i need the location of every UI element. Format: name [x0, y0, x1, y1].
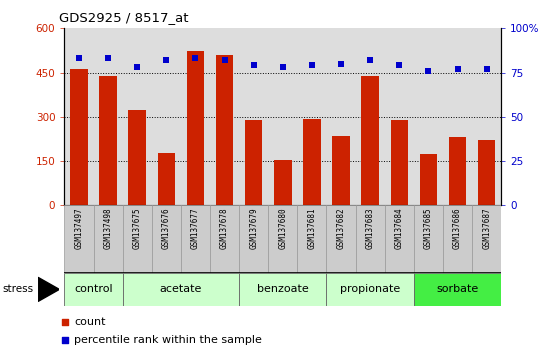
Point	[249, 63, 258, 68]
Point	[395, 63, 404, 68]
Bar	[128, 110, 146, 205]
Bar	[303, 120, 321, 205]
Text: propionate: propionate	[340, 284, 400, 295]
Text: sorbate: sorbate	[436, 284, 479, 295]
Text: GSM137675: GSM137675	[133, 207, 142, 249]
Point	[366, 57, 375, 63]
Bar	[64, 273, 123, 306]
Bar	[297, 205, 326, 273]
Bar	[157, 153, 175, 205]
Bar	[449, 137, 466, 205]
Point	[453, 66, 462, 72]
Polygon shape	[38, 278, 59, 302]
Bar	[70, 69, 88, 205]
Bar	[356, 205, 385, 273]
Bar	[186, 51, 204, 205]
Bar	[123, 273, 239, 306]
Text: GSM137677: GSM137677	[191, 207, 200, 249]
Bar	[64, 205, 94, 273]
Bar	[274, 160, 292, 205]
Point	[424, 68, 433, 74]
Point	[337, 61, 346, 67]
Bar	[419, 154, 437, 205]
Bar	[181, 205, 210, 273]
Bar	[239, 273, 326, 306]
Bar	[245, 120, 263, 205]
Point	[133, 64, 142, 70]
Text: acetate: acetate	[160, 284, 202, 295]
Text: benzoate: benzoate	[257, 284, 309, 295]
Text: GSM137678: GSM137678	[220, 207, 229, 249]
Text: GSM137687: GSM137687	[482, 207, 491, 249]
Point	[162, 57, 171, 63]
Point	[220, 57, 229, 63]
Point	[61, 337, 70, 343]
Point	[74, 56, 83, 61]
Text: GSM137683: GSM137683	[366, 207, 375, 249]
Bar	[414, 205, 443, 273]
Text: GSM137684: GSM137684	[395, 207, 404, 249]
Text: GSM137676: GSM137676	[162, 207, 171, 249]
Text: GSM137682: GSM137682	[337, 207, 346, 249]
Text: control: control	[74, 284, 113, 295]
Bar	[216, 55, 234, 205]
Bar	[268, 205, 297, 273]
Bar	[239, 205, 268, 273]
Text: GSM137498: GSM137498	[104, 207, 113, 249]
Bar	[472, 205, 501, 273]
Text: GSM137497: GSM137497	[74, 207, 83, 249]
Text: GDS2925 / 8517_at: GDS2925 / 8517_at	[59, 11, 188, 24]
Bar	[361, 76, 379, 205]
Bar	[390, 120, 408, 205]
Bar	[332, 136, 350, 205]
Text: GSM137680: GSM137680	[278, 207, 287, 249]
Text: GSM137681: GSM137681	[307, 207, 316, 249]
Bar	[385, 205, 414, 273]
Bar	[478, 141, 496, 205]
Point	[278, 64, 287, 70]
Bar	[414, 273, 501, 306]
Bar	[210, 205, 239, 273]
Point	[191, 56, 200, 61]
Bar	[123, 205, 152, 273]
Text: count: count	[74, 316, 106, 327]
Point	[104, 56, 113, 61]
Bar	[152, 205, 181, 273]
Bar	[94, 205, 123, 273]
Text: stress: stress	[3, 284, 34, 295]
Text: GSM137685: GSM137685	[424, 207, 433, 249]
Point	[307, 63, 316, 68]
Text: percentile rank within the sample: percentile rank within the sample	[74, 335, 262, 346]
Text: GSM137686: GSM137686	[453, 207, 462, 249]
Point	[482, 66, 491, 72]
Point	[61, 319, 70, 325]
Bar	[326, 205, 356, 273]
Text: GSM137679: GSM137679	[249, 207, 258, 249]
Bar	[326, 273, 414, 306]
Bar	[99, 75, 117, 205]
Bar	[443, 205, 472, 273]
